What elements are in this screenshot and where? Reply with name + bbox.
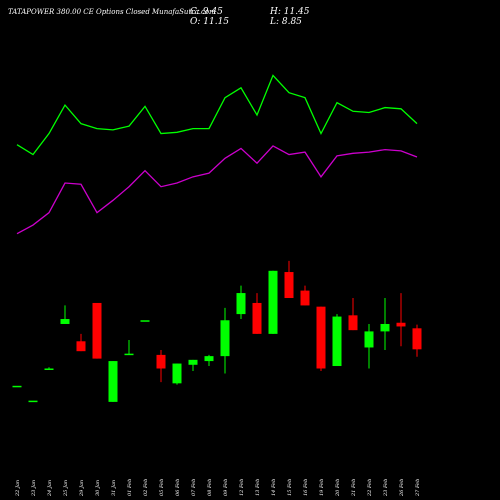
candle-body [332, 316, 342, 367]
candle-body [108, 361, 118, 402]
candle-body [44, 368, 54, 370]
candle-body [60, 319, 70, 324]
x-tick-label: 13 Feb [255, 479, 261, 496]
low-label: L: 8.85 [269, 17, 302, 27]
candle-body [92, 302, 102, 359]
close-label: C: 9.45 [190, 7, 223, 17]
candle-body [412, 328, 422, 350]
x-tick-label: 30 Jan [95, 480, 101, 496]
candle-body [252, 302, 262, 334]
x-tick-label: 02 Feb [143, 479, 149, 496]
x-tick-label: 22 Feb [367, 479, 373, 497]
x-tick-label: 09 Feb [223, 479, 229, 496]
x-tick-label: 16 Feb [303, 479, 309, 496]
candle-body [284, 272, 294, 299]
open-label: O: 11.15 [190, 17, 229, 27]
x-tick-label: 20 Feb [335, 479, 341, 497]
x-tick-label: 07 Feb [191, 479, 197, 496]
x-tick-label: 05 Feb [159, 479, 165, 496]
candle-body [220, 320, 230, 357]
x-tick-label: 01 Feb [127, 479, 133, 496]
candle-body [380, 323, 390, 332]
x-tick-label: 22 Jan [15, 480, 21, 497]
candle-body [12, 385, 22, 388]
candle-body [156, 354, 166, 369]
x-tick-label: 12 Feb [239, 479, 245, 496]
x-tick-label: 26 Feb [399, 479, 405, 497]
x-tick-label: 08 Feb [207, 479, 213, 496]
candle-body [76, 341, 86, 352]
candle-body [188, 359, 198, 365]
chart-title: TATAPOWER 380.00 CE Options Closed Munaf… [8, 8, 216, 16]
high-label: H: 11.45 [269, 7, 310, 17]
candle-body [348, 315, 358, 331]
candle-body [268, 270, 278, 334]
candle-body [396, 322, 406, 327]
candle-body [236, 293, 246, 315]
candle-body [316, 306, 326, 369]
x-tick-label: 23 Feb [383, 479, 389, 497]
candle-body [124, 353, 134, 356]
candle-body [300, 290, 310, 306]
candle-body [28, 400, 38, 403]
x-tick-label: 21 Feb [351, 479, 357, 497]
x-tick-label: 14 Feb [271, 479, 277, 496]
x-tick-label: 23 Jan [31, 480, 37, 497]
candle-body [364, 331, 374, 348]
x-tick-label: 29 Jan [79, 480, 85, 497]
x-tick-label: 25 Jan [63, 480, 69, 497]
x-tick-label: 27 Feb [415, 479, 421, 497]
x-tick-label: 06 Feb [175, 479, 181, 496]
x-tick-label: 15 Feb [287, 479, 293, 496]
candle-body [140, 320, 150, 322]
indicator-line [16, 145, 418, 235]
indicator-line [16, 74, 418, 156]
x-tick-label: 24 Jan [47, 480, 53, 497]
x-tick-label: 19 Feb [319, 479, 325, 496]
candle-body [172, 363, 182, 384]
x-tick-label: 31 Jan [111, 480, 117, 496]
candle-body [204, 356, 214, 362]
